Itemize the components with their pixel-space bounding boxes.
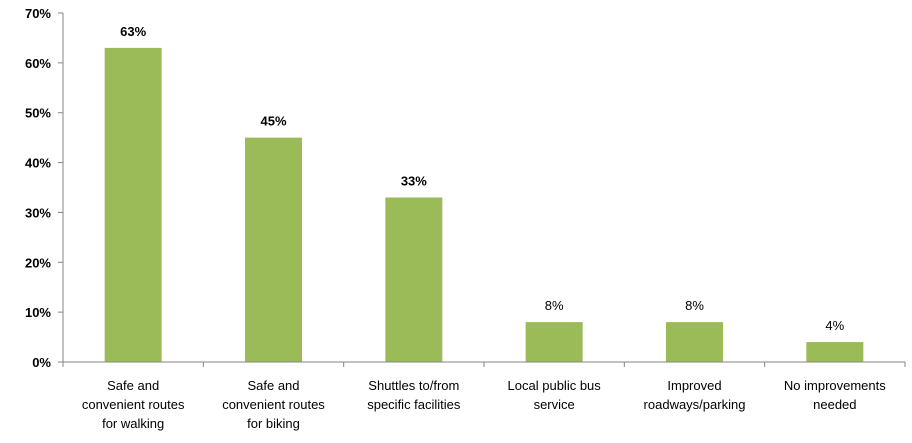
- category-label: Shuttles to/from specific facilities: [367, 378, 461, 412]
- y-tick-label: 70%: [25, 6, 51, 21]
- data-label: 8%: [685, 298, 704, 313]
- y-tick-label: 10%: [25, 305, 51, 320]
- bar: [104, 47, 162, 363]
- y-axis: 0% 10% 20% 30% 40% 50% 60% 70%: [25, 6, 64, 370]
- bar: [525, 322, 583, 362]
- y-tick-label: 20%: [25, 255, 51, 270]
- bar: [245, 137, 302, 362]
- bar: [806, 342, 864, 362]
- category-label: Safe and convenient routes for biking: [222, 378, 325, 431]
- data-label: 8%: [545, 298, 564, 313]
- category-label: Local public bus service: [508, 378, 602, 412]
- y-tick-label: 40%: [25, 156, 51, 171]
- y-tick-label: 60%: [25, 56, 51, 71]
- data-labels: 63% 45% 33% 8% 8% 4%: [120, 24, 845, 333]
- y-tick-label: 50%: [25, 106, 51, 121]
- x-axis: Safe and convenient routes for walking Safe…: [62, 361, 906, 431]
- category-label: Improved roadways/parking: [644, 378, 746, 412]
- data-label: 4%: [825, 318, 844, 333]
- bars: [104, 47, 864, 363]
- category-label: Safe and convenient routes for walking: [82, 378, 185, 431]
- category-label: No improvements needed: [784, 378, 886, 412]
- y-tick-label: 30%: [25, 205, 51, 220]
- data-label: 45%: [260, 114, 286, 129]
- bar: [666, 322, 723, 362]
- bar: [385, 197, 443, 362]
- data-label: 63%: [120, 24, 146, 39]
- y-tick-label: 0%: [32, 355, 51, 370]
- data-label: 33%: [401, 173, 427, 188]
